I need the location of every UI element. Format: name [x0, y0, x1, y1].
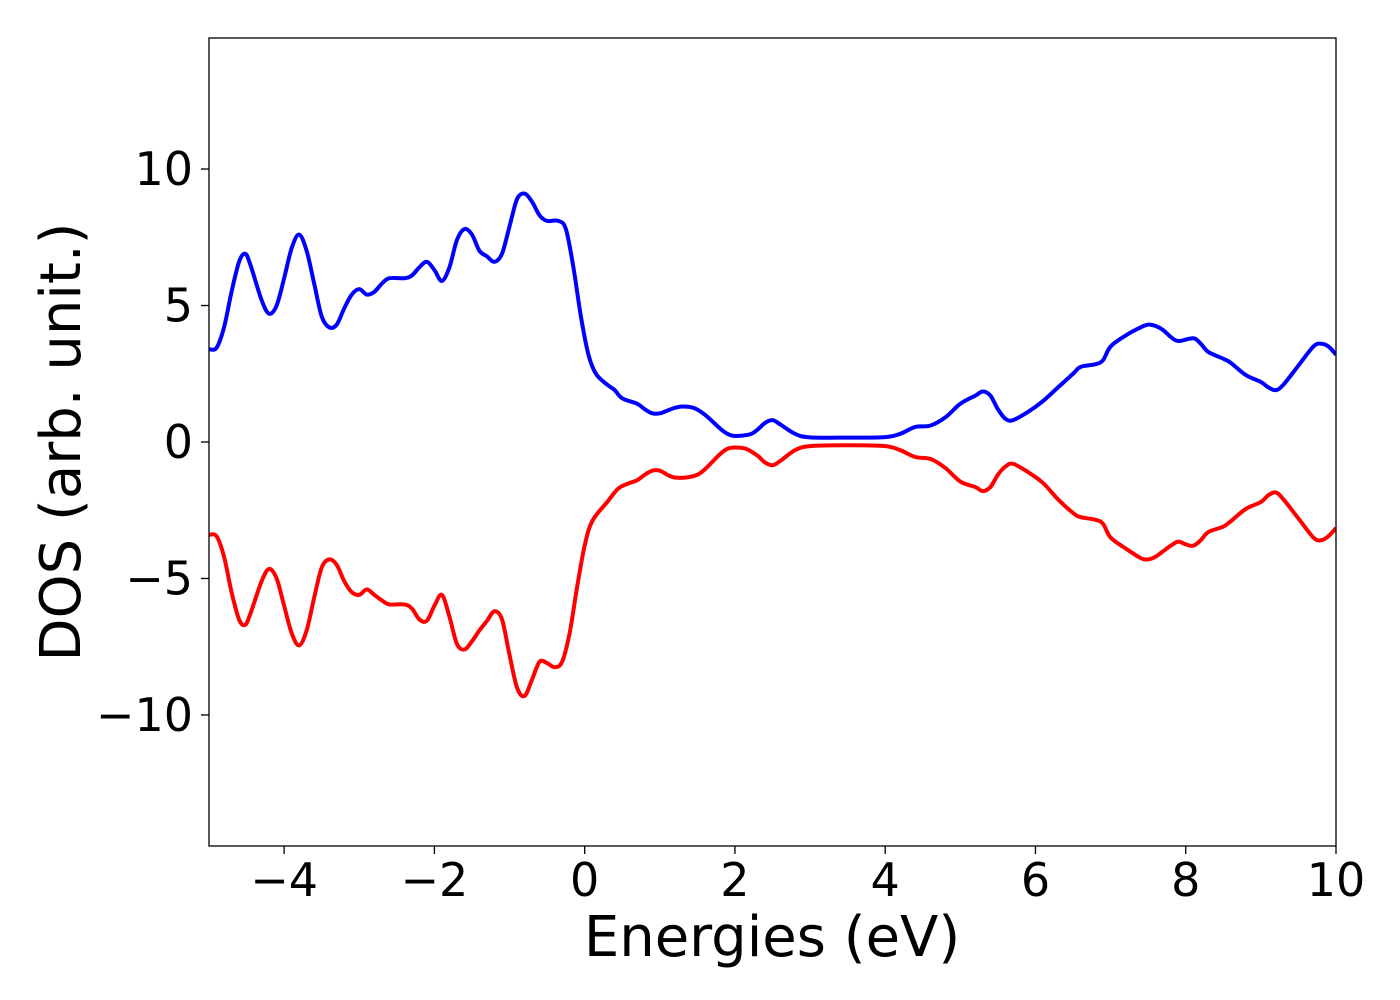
series-line-2 [209, 443, 1336, 699]
y-tick-label: −10 [96, 688, 193, 742]
y-axis-label: DOS (arb. unit.) [29, 222, 94, 661]
x-tick-label: 6 [1021, 853, 1050, 907]
series-layer [209, 191, 1336, 699]
y-tick-label: 10 [134, 142, 193, 196]
x-tick-label: 2 [720, 853, 749, 907]
series-line-1 [209, 191, 1336, 440]
x-tick-label: −2 [400, 853, 468, 907]
y-axis-ticks: 10 5 0 −5 −10 [96, 142, 209, 742]
y-tick-label: −5 [125, 551, 193, 605]
plot-background [209, 38, 1336, 846]
x-tick-label: 8 [1171, 853, 1200, 907]
y-tick-label: 0 [164, 415, 193, 469]
x-tick-label: 10 [1307, 853, 1366, 907]
x-tick-label: 0 [570, 853, 599, 907]
y-tick-label: 5 [164, 279, 193, 333]
x-axis-label: Energies (eV) [584, 905, 960, 970]
x-tick-label: 4 [871, 853, 900, 907]
x-tick-label: −4 [250, 853, 318, 907]
x-axis-ticks: −4 −2 0 2 4 6 8 10 [250, 846, 1365, 907]
